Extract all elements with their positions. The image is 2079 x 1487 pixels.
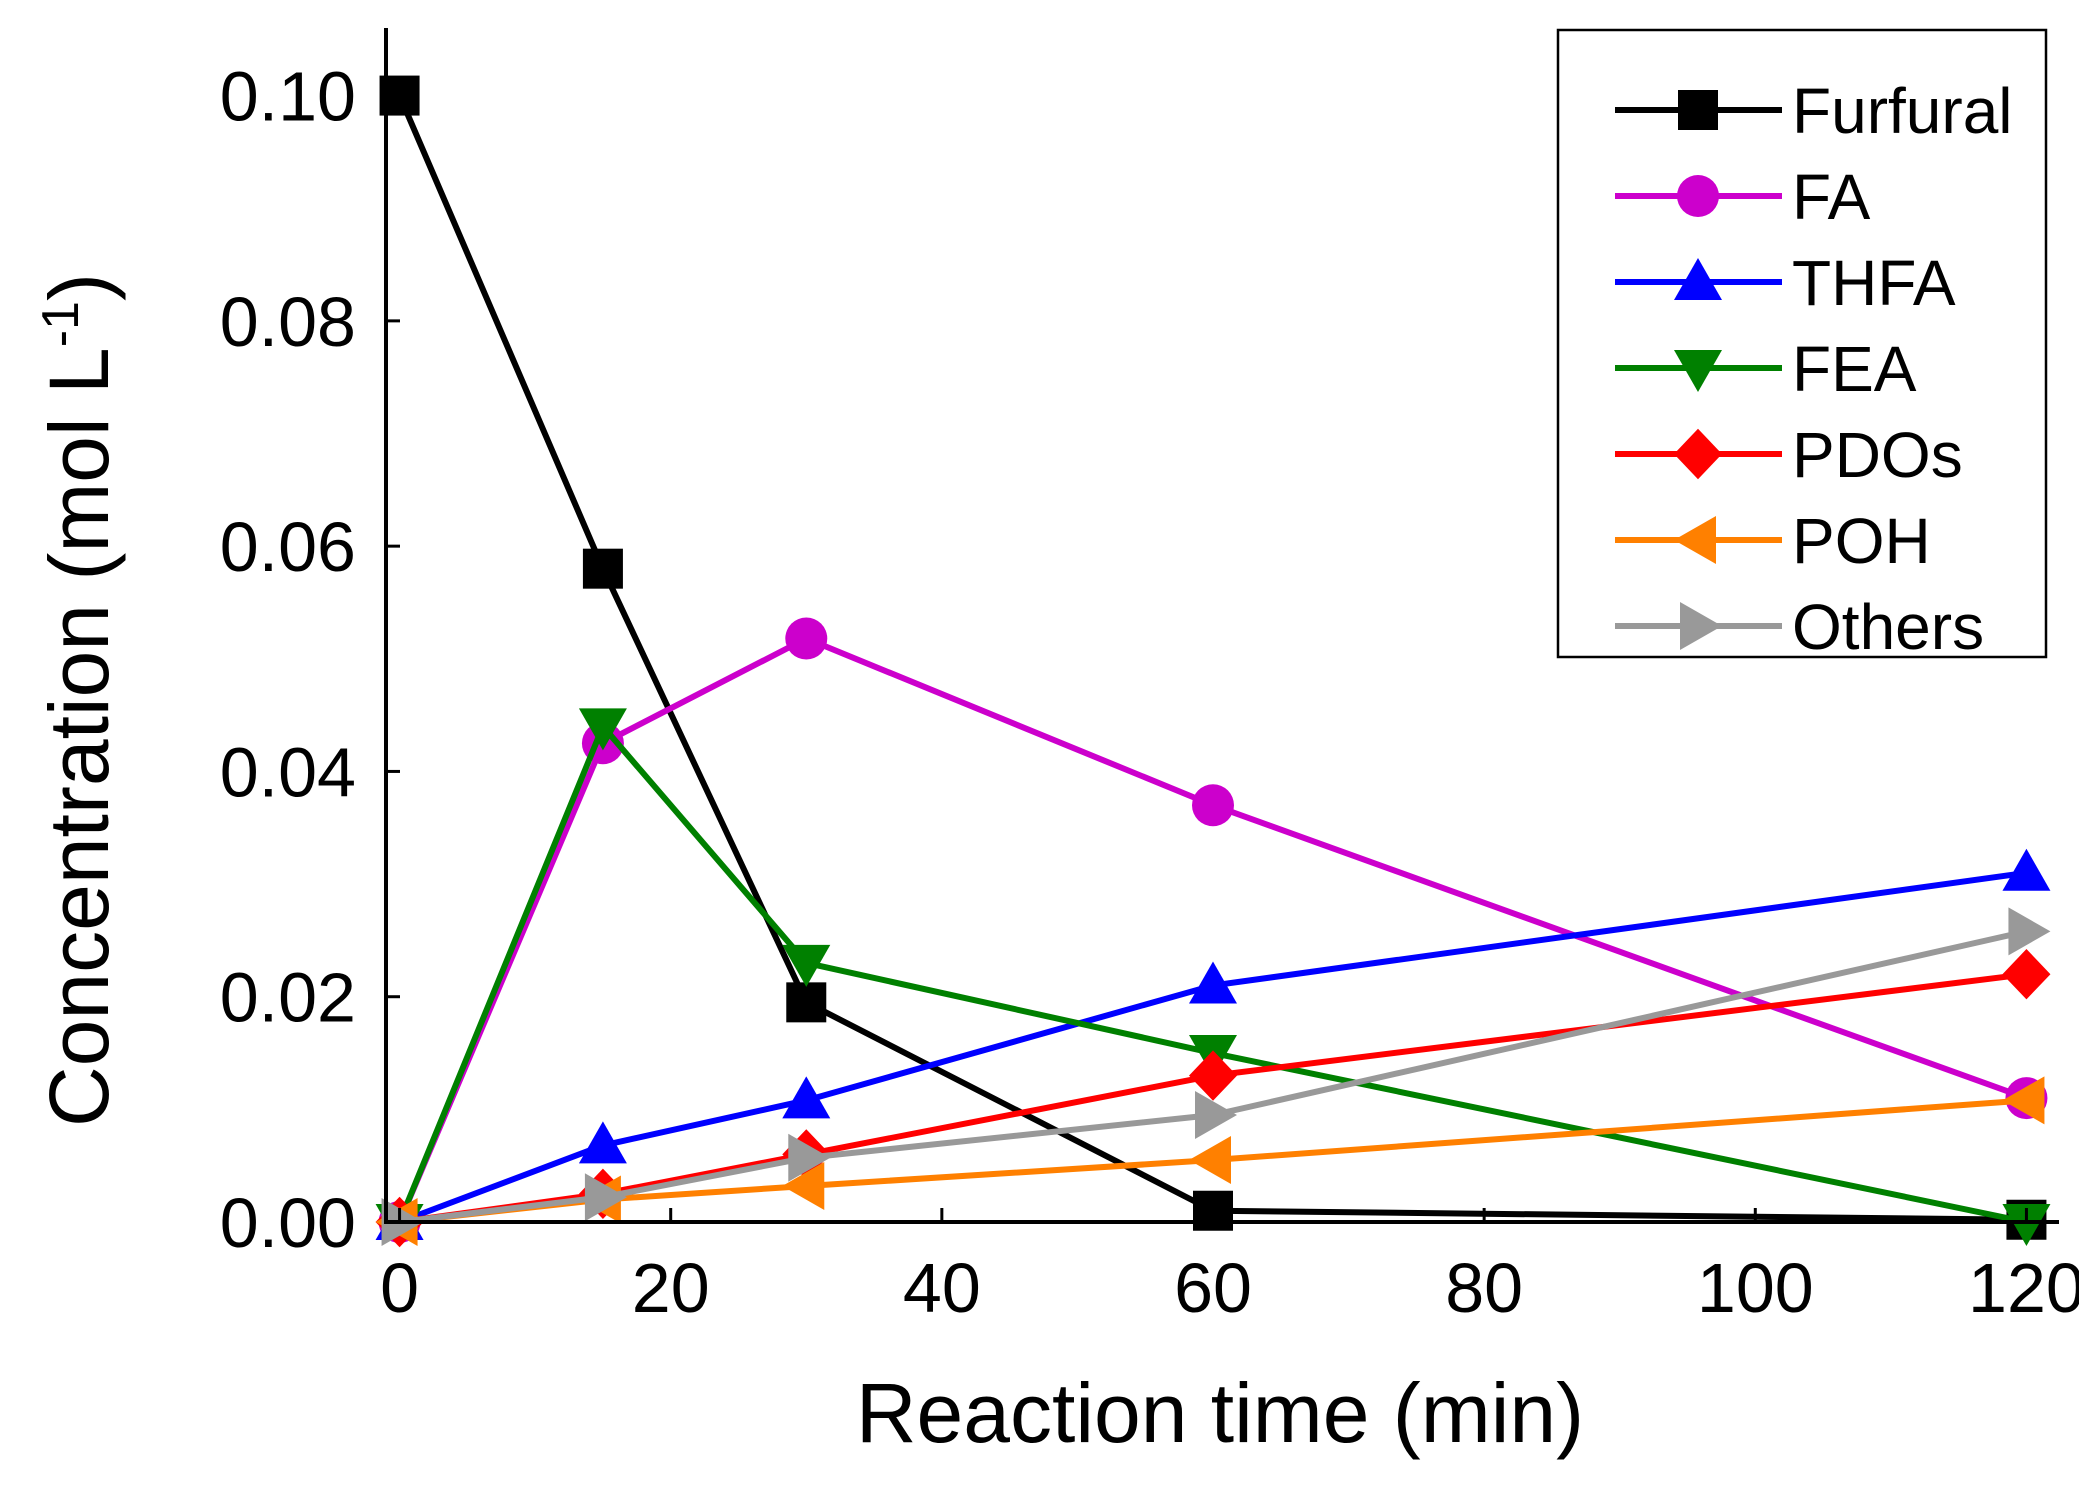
y-tick-label: 0.08	[220, 283, 356, 361]
legend-label-thfa: THFA	[1792, 247, 1956, 319]
x-axis-title: Reaction time (min)	[856, 1366, 1584, 1460]
y-tick-label: 0.00	[220, 1184, 356, 1262]
legend-label-fea: FEA	[1792, 333, 1917, 405]
data-point-thfa	[578, 1121, 627, 1164]
legend-marker-thfa	[1674, 258, 1722, 300]
y-axis-title-sup: -1	[32, 301, 90, 347]
legend: Furfural FA THFA FEA PDOs POH Others	[1556, 28, 2048, 663]
data-point-pdos	[2002, 948, 2051, 1000]
axes-layer	[384, 28, 2059, 1224]
data-point-fea	[782, 944, 831, 987]
legend-box	[1556, 28, 2048, 659]
data-point-others	[584, 1173, 627, 1222]
data-point-others	[2008, 907, 2051, 956]
x-tick-label: 20	[632, 1249, 710, 1327]
data-point-others	[1195, 1090, 1237, 1139]
legend-marker-furfural	[1678, 90, 1718, 130]
y-tick-label: 0.10	[220, 58, 356, 136]
data-point-fa	[1192, 784, 1234, 827]
data-point-thfa	[782, 1076, 831, 1119]
x-tick-label: 0	[380, 1249, 419, 1327]
legend-label-fa: FA	[1792, 161, 1871, 233]
x-tick-label: 40	[903, 1249, 981, 1327]
data-point-thfa	[1189, 961, 1237, 1004]
legend-label-poh: POH	[1792, 505, 1931, 577]
legend-label-pdos: PDOs	[1792, 419, 1963, 491]
y-tick-label: 0.04	[220, 733, 356, 811]
data-point-fa	[785, 617, 828, 660]
data-point-poh	[1189, 1136, 1231, 1185]
data-point-poh	[782, 1161, 825, 1210]
data-point-thfa	[2002, 848, 2051, 891]
legend-label-others: Others	[1792, 591, 1984, 663]
data-point-fea	[578, 708, 627, 751]
x-tick-label: 80	[1445, 1249, 1523, 1327]
data-point-others	[788, 1133, 831, 1182]
x-tick-label: 100	[1697, 1249, 1814, 1327]
legend-marker-fa	[1677, 175, 1719, 217]
data-point-fea	[2002, 1204, 2051, 1246]
data-point-furfural	[786, 982, 827, 1023]
legend-marker-poh	[1674, 516, 1716, 564]
y-tick-label: 0.02	[220, 959, 356, 1037]
y-axis-title-main: Concentration (mol L	[32, 347, 126, 1127]
x-tick-label: 60	[1174, 1249, 1252, 1327]
legend-marker-others	[1680, 602, 1722, 650]
data-point-pdos	[1189, 1050, 1237, 1101]
legend-marker-pdos	[1674, 428, 1722, 480]
ticks-layer: 0 20 40 60 80 100 120 0.00 0.02 0.04 0.06 0.08 0.10	[220, 58, 2079, 1327]
legend-marker-fea	[1674, 350, 1722, 392]
data-point-poh	[2002, 1076, 2045, 1125]
y-tick-label: 0.06	[220, 508, 356, 586]
legend-label-furfural: Furfural	[1792, 75, 2013, 147]
y-axis-title: Concentration (mol L-1)	[32, 273, 126, 1127]
data-point-furfural	[582, 548, 623, 589]
y-axis-title-close: )	[32, 273, 126, 301]
x-tick-label: 120	[1968, 1249, 2079, 1327]
